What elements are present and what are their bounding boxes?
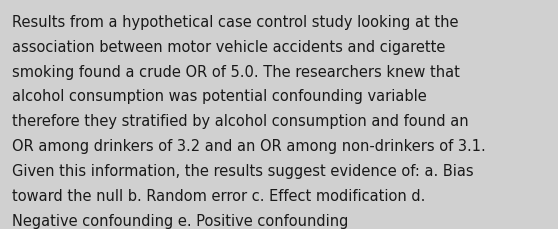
Text: OR among drinkers of 3.2 and an OR among non-drinkers of 3.1.: OR among drinkers of 3.2 and an OR among… [12, 139, 486, 153]
Text: alcohol consumption was potential confounding variable: alcohol consumption was potential confou… [12, 89, 427, 104]
Text: toward the null b. Random error c. Effect modification d.: toward the null b. Random error c. Effec… [12, 188, 426, 203]
Text: Results from a hypothetical case control study looking at the: Results from a hypothetical case control… [12, 15, 459, 30]
Text: therefore they stratified by alcohol consumption and found an: therefore they stratified by alcohol con… [12, 114, 469, 129]
Text: association between motor vehicle accidents and cigarette: association between motor vehicle accide… [12, 40, 446, 55]
Text: smoking found a crude OR of 5.0. The researchers knew that: smoking found a crude OR of 5.0. The res… [12, 64, 460, 79]
Text: Given this information, the results suggest evidence of: a. Bias: Given this information, the results sugg… [12, 163, 474, 178]
Text: Negative confounding e. Positive confounding: Negative confounding e. Positive confoun… [12, 213, 349, 228]
